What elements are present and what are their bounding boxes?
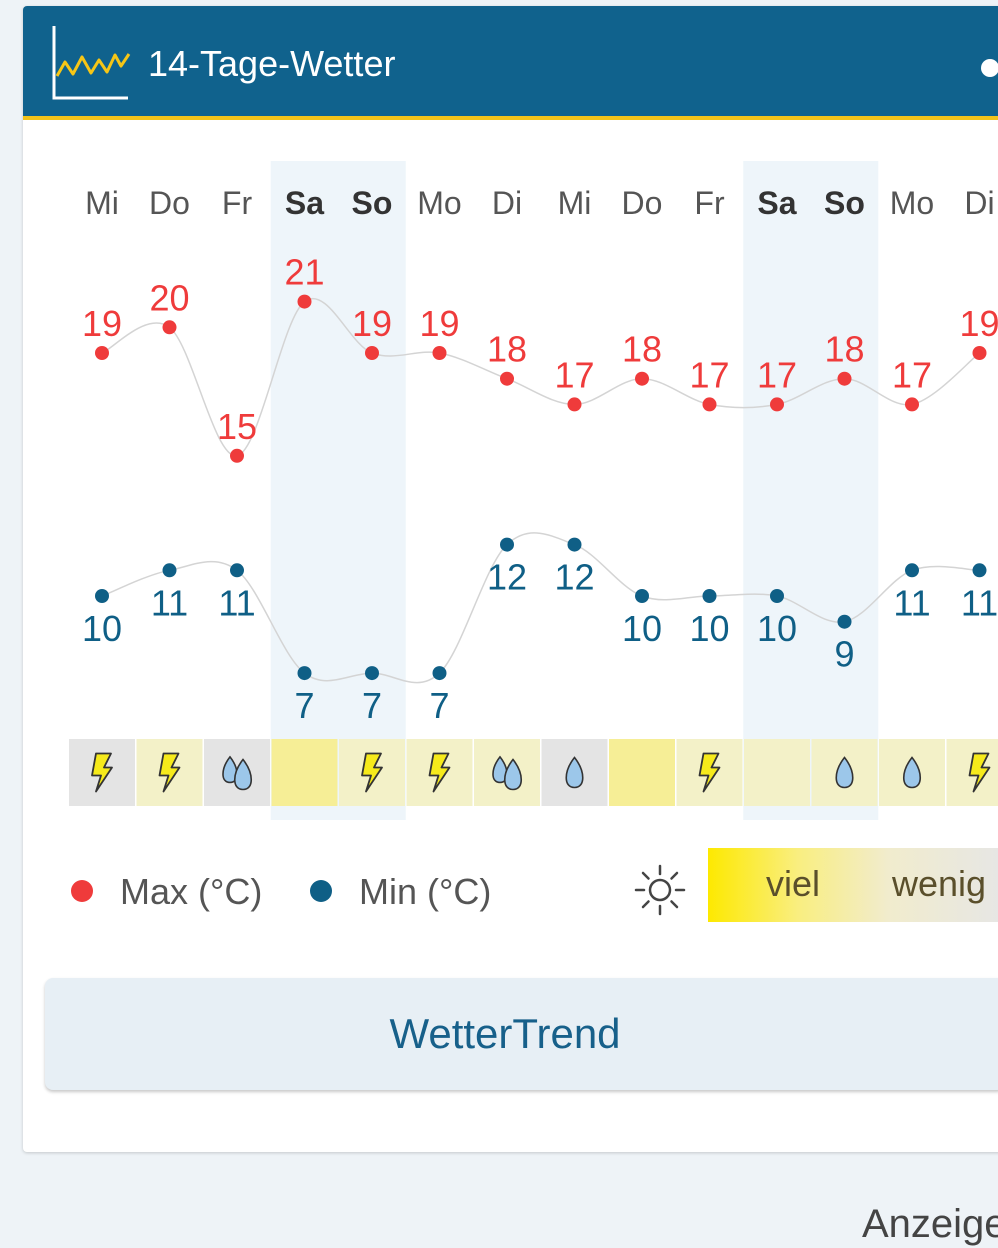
weather-cell [609,739,675,806]
day-label: Fr [222,185,253,221]
max-point [635,372,649,386]
day-label: So [824,185,865,221]
max-value-label: 17 [554,354,594,395]
min-point [635,589,649,603]
max-point [298,295,312,309]
min-value-label: 7 [429,685,449,726]
day-label: Sa [757,185,796,221]
max-point [230,449,244,463]
ad-label: Anzeige [862,1200,998,1248]
day-label: Di [492,185,522,221]
sun-icon [632,862,688,918]
day-label: Do [622,185,663,221]
day-label: Mo [417,185,461,221]
min-point [973,563,987,577]
weekend-band [743,161,878,820]
wettertrend-button[interactable]: WetterTrend [45,978,998,1090]
day-label: Mo [890,185,934,221]
min-value-label: 9 [834,634,854,675]
max-point [568,397,582,411]
min-value-label: 7 [362,685,382,726]
max-value-label: 19 [419,303,459,344]
min-point [703,589,717,603]
weather-cell [272,739,338,806]
max-point [500,372,514,386]
min-point [838,615,852,629]
min-value-label: 10 [82,608,122,649]
max-point [95,346,109,360]
max-point [973,346,987,360]
min-value-label: 10 [757,608,797,649]
day-label: Fr [694,185,725,221]
min-point [230,563,244,577]
max-value-label: 18 [622,329,662,370]
sun-low-label: wenig [892,862,986,906]
min-point [568,538,582,552]
max-legend-dot [71,880,93,902]
min-value-label: 11 [218,582,255,623]
max-value-label: 20 [149,277,189,318]
weather-cell [744,739,810,806]
max-point [703,397,717,411]
min-value-label: 7 [294,685,314,726]
day-label: Di [964,185,994,221]
max-point [770,397,784,411]
max-point [433,346,447,360]
min-value-label: 12 [487,557,527,598]
min-legend-label: Min (°C) [359,870,491,914]
max-point [838,372,852,386]
max-value-label: 17 [757,354,797,395]
min-value-label: 10 [622,608,662,649]
min-point [500,538,514,552]
day-label: Sa [285,185,324,221]
min-value-label: 10 [689,608,729,649]
min-legend-dot [310,880,332,902]
max-value-label: 19 [959,303,998,344]
max-value-label: 15 [217,406,257,447]
sun-high-label: viel [766,862,820,906]
max-point [365,346,379,360]
min-point [298,666,312,680]
min-value-label: 11 [151,582,188,623]
day-label: Do [149,185,190,221]
min-point [95,589,109,603]
max-value-label: 17 [892,354,932,395]
max-value-label: 17 [689,354,729,395]
temperature-chart: Mi Do Fr Sa So Mo Di Mi Do Fr Sa So Mo Di 19 20 15 21 19 19… [0,0,998,820]
max-value-label: 19 [352,303,392,344]
min-value-label: 11 [961,582,998,623]
min-point [365,666,379,680]
min-point [163,563,177,577]
max-point [163,320,177,334]
min-point [770,589,784,603]
min-point [433,666,447,680]
max-value-label: 19 [82,303,122,344]
min-point [905,563,919,577]
min-value-label: 12 [554,557,594,598]
max-value-label: 18 [487,329,527,370]
day-label: Mi [85,185,119,221]
max-value-label: 21 [284,252,324,293]
max-value-label: 18 [824,329,864,370]
day-label: Mi [558,185,592,221]
max-point [905,397,919,411]
min-value-label: 11 [893,582,930,623]
day-label: So [352,185,393,221]
max-legend-label: Max (°C) [120,870,262,914]
